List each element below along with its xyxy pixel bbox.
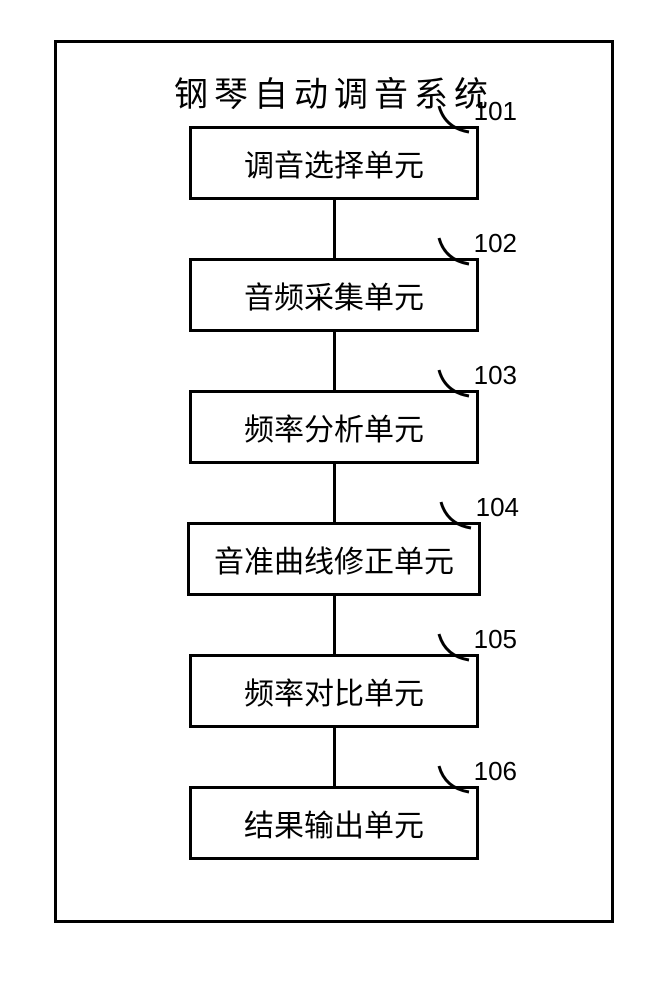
node-box: 结果输出单元 <box>189 786 479 860</box>
node-number: 101 <box>474 96 517 127</box>
system-diagram: 钢琴自动调音系统 101 调音选择单元 102 音频采集单元 103 频率分析单… <box>54 40 614 923</box>
node-1: 102 音频采集单元 <box>189 258 479 332</box>
node-number: 105 <box>474 624 517 655</box>
connector <box>333 728 336 786</box>
node-box: 音准曲线修正单元 <box>187 522 481 596</box>
node-box: 调音选择单元 <box>189 126 479 200</box>
node-number: 106 <box>474 756 517 787</box>
connector <box>333 596 336 654</box>
node-number: 103 <box>474 360 517 391</box>
node-box: 频率分析单元 <box>189 390 479 464</box>
node-number: 104 <box>476 492 519 523</box>
connector <box>333 464 336 522</box>
node-2: 103 频率分析单元 <box>189 390 479 464</box>
node-0: 101 调音选择单元 <box>189 126 479 200</box>
node-3: 104 音准曲线修正单元 <box>187 522 481 596</box>
node-4: 105 频率对比单元 <box>189 654 479 728</box>
connector <box>333 332 336 390</box>
node-box: 音频采集单元 <box>189 258 479 332</box>
node-number: 102 <box>474 228 517 259</box>
diagram-title: 钢琴自动调音系统 <box>174 67 494 116</box>
node-box: 频率对比单元 <box>189 654 479 728</box>
connector <box>333 200 336 258</box>
node-5: 106 结果输出单元 <box>189 786 479 860</box>
